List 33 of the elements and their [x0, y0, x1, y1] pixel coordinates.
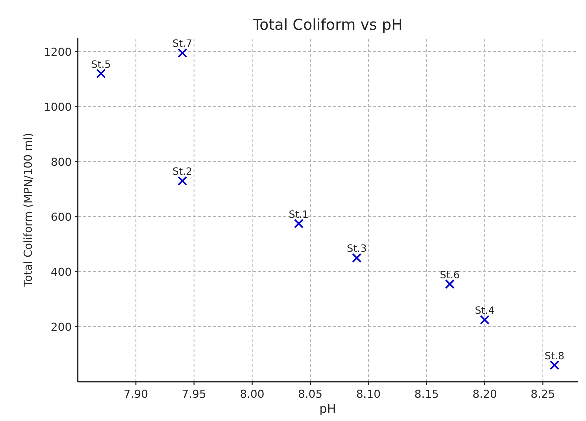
point — [480, 315, 490, 325]
x-tick-label: 7.90 — [124, 388, 148, 401]
y-tick-label: 800 — [51, 156, 72, 169]
annotation: St.3 — [347, 244, 367, 256]
point — [352, 253, 362, 263]
x-tick-label: 8.10 — [356, 388, 381, 401]
y-axis-title: Total Coliform (MPN/100 ml) — [22, 133, 35, 288]
x-tick-label: 8.25 — [530, 388, 556, 401]
annotation: St.6 — [440, 270, 460, 282]
annotation: St.4 — [475, 306, 495, 318]
annotation: St.1 — [289, 210, 309, 221]
y-tick-label: 200 — [51, 320, 72, 334]
point — [550, 360, 560, 370]
point — [96, 68, 106, 79]
point — [294, 218, 304, 229]
annotation: St.2 — [172, 167, 193, 178]
x-tick-label: 8.20 — [472, 388, 498, 401]
x-tick-label: 8.15 — [414, 388, 440, 401]
annotation: St.8 — [544, 351, 565, 362]
chart-title: Total Coliform vs pH — [252, 16, 403, 34]
annotation: St.7 — [172, 39, 193, 50]
y-tick-label: 1000 — [44, 100, 72, 114]
y-tick-label: 400 — [51, 266, 72, 279]
x-tick-label: 8.05 — [298, 388, 323, 401]
x-axis-title: pH — [320, 402, 336, 416]
point — [445, 280, 455, 290]
x-tick-label: 8.00 — [240, 388, 265, 401]
y-tick-label: 600 — [51, 210, 72, 224]
y-tick-label: 1200 — [44, 46, 72, 59]
x-tick-label: 7.95 — [182, 388, 207, 401]
point — [178, 48, 188, 58]
point — [178, 176, 188, 186]
annotation: St.5 — [91, 60, 112, 71]
